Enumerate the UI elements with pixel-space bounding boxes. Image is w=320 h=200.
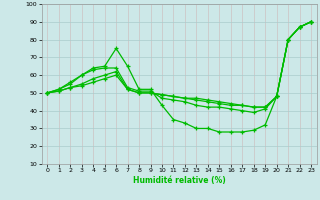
X-axis label: Humidité relative (%): Humidité relative (%) — [133, 176, 226, 185]
